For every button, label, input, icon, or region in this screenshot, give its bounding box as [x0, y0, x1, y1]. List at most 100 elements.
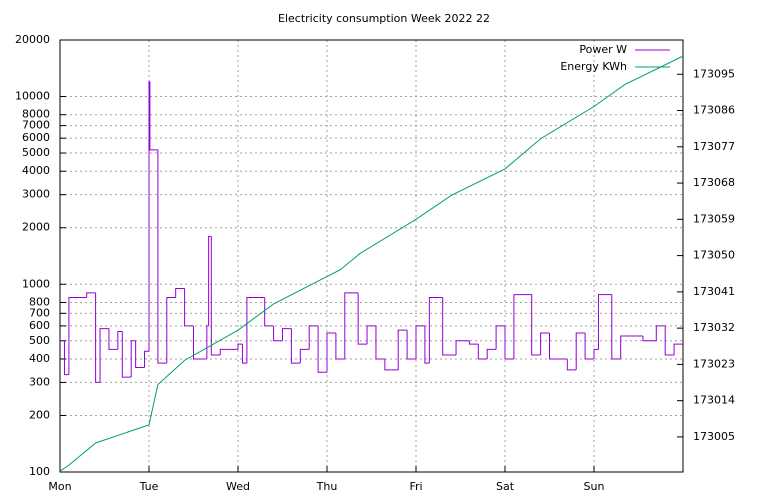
power-step: [664, 325, 675, 356]
power-step: [549, 333, 568, 360]
power-step: [477, 344, 488, 360]
power-step: [117, 331, 123, 350]
power-step: [357, 292, 368, 345]
y2-tick-label: 173050: [693, 249, 735, 262]
energy-line: [59, 55, 684, 472]
y-tick-label: 400: [29, 352, 50, 365]
x-tick-label: Tue: [139, 480, 159, 493]
y-tick-label: 7000: [22, 119, 50, 132]
power-step: [424, 325, 430, 364]
power-step: [575, 332, 586, 370]
power-step: [68, 297, 87, 375]
y2-tick-label: 173059: [693, 212, 735, 225]
y2-tick-label: 173068: [693, 176, 735, 189]
power-step: [308, 325, 319, 350]
y-tick-label: 20000: [15, 33, 50, 46]
y-tick-label: 10000: [15, 90, 50, 103]
power-step: [63, 340, 69, 376]
chart-title: Electricity consumption Week 2022 22: [278, 12, 490, 25]
y-tick-label: 2000: [22, 221, 50, 234]
power-step: [273, 325, 283, 342]
power-step: [335, 333, 345, 360]
power-step: [455, 340, 470, 355]
power-step: [486, 348, 497, 359]
power-step: [282, 328, 292, 341]
power-step: [611, 294, 621, 360]
y2-tick-label: 173023: [693, 357, 735, 370]
power-step: [99, 328, 109, 383]
y-tick-label: 3000: [22, 188, 50, 201]
power-step: [208, 235, 212, 326]
y2-tick-label: 173032: [693, 321, 735, 334]
power-step: [130, 340, 136, 378]
power-step: [264, 297, 274, 327]
y2-tick-label: 173041: [693, 285, 735, 298]
x-tick-label: Sat: [496, 480, 515, 493]
y-tick-label: 1000: [22, 277, 50, 290]
y-tick-label: 5000: [22, 146, 50, 159]
x-tick-label: Sun: [584, 480, 605, 493]
power-step: [237, 343, 243, 350]
power-step: [384, 358, 399, 371]
power-step: [95, 292, 101, 383]
power-step: [317, 325, 327, 373]
power-step: [121, 331, 132, 378]
y2-tick-label: 173086: [693, 104, 735, 117]
power-step: [144, 350, 149, 368]
power-step: [495, 325, 505, 350]
power-step: [175, 287, 185, 298]
power-step: [397, 329, 408, 370]
y-tick-label: 200: [29, 408, 50, 421]
power-step: [149, 81, 158, 151]
power-step: [673, 343, 683, 355]
y-tick-label: 800: [29, 295, 50, 308]
power-step: [241, 344, 247, 364]
y-tick-label: 700: [29, 306, 50, 319]
power-step: [531, 294, 541, 356]
power-step: [655, 325, 666, 341]
power-step: [184, 288, 194, 327]
power-step: [108, 328, 118, 350]
power-step: [135, 340, 145, 369]
legend-label: Power W: [579, 43, 627, 56]
y-tick-label: 300: [29, 375, 50, 388]
power-step: [148, 81, 150, 352]
y2-tick-label: 173005: [693, 430, 735, 443]
power-step: [366, 325, 376, 345]
power-step: [415, 325, 425, 359]
power-step: [406, 330, 416, 360]
x-tick-label: Thu: [316, 480, 338, 493]
power-step: [566, 358, 577, 371]
power-step: [157, 149, 167, 364]
power-step: [442, 297, 457, 356]
power-step: [375, 325, 385, 360]
y2-tick-label: 173014: [693, 394, 735, 407]
y-tick-label: 6000: [22, 131, 50, 144]
y-tick-label: 4000: [22, 164, 50, 177]
power-step: [166, 297, 176, 364]
power-step: [210, 236, 221, 356]
y2-tick-label: 173077: [693, 140, 735, 153]
power-step: [593, 348, 599, 359]
power-step: [597, 294, 612, 350]
power-step: [86, 292, 96, 298]
power-step: [468, 340, 479, 345]
power-step: [219, 348, 238, 355]
plot-frame: [59, 39, 684, 473]
power-step: [620, 335, 643, 359]
x-tick-label: Mon: [48, 480, 71, 493]
power-step: [344, 292, 359, 359]
y-tick-label: 8000: [22, 108, 50, 121]
x-tick-label: Fri: [409, 480, 422, 493]
power-step: [326, 332, 336, 373]
y-tick-label: 500: [29, 334, 50, 347]
legend-label: Energy KWh: [560, 60, 627, 73]
y-tick-label: 600: [29, 319, 50, 332]
power-step: [299, 348, 310, 364]
y2-tick-label: 173095: [693, 67, 735, 80]
x-tick-label: Wed: [226, 480, 250, 493]
power-step: [206, 325, 209, 359]
power-step: [193, 325, 207, 360]
power-step: [642, 336, 657, 342]
